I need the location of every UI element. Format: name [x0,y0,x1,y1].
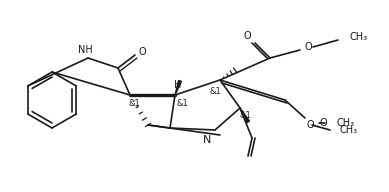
Polygon shape [175,80,181,95]
Text: &1: &1 [239,112,251,121]
Text: CH₃: CH₃ [340,125,358,135]
Text: NH: NH [78,45,92,55]
Text: H: H [174,80,182,90]
Text: &1: &1 [128,98,140,108]
Text: O: O [138,47,146,57]
Text: CH₃: CH₃ [350,32,368,42]
Text: O: O [304,42,312,52]
Text: O: O [243,31,251,41]
Text: N: N [203,135,211,145]
Polygon shape [240,108,249,123]
Text: &1: &1 [209,88,221,97]
Text: &1: &1 [176,98,188,108]
Text: O: O [319,118,327,128]
Text: O: O [306,120,314,130]
Text: CH₃: CH₃ [337,118,355,128]
